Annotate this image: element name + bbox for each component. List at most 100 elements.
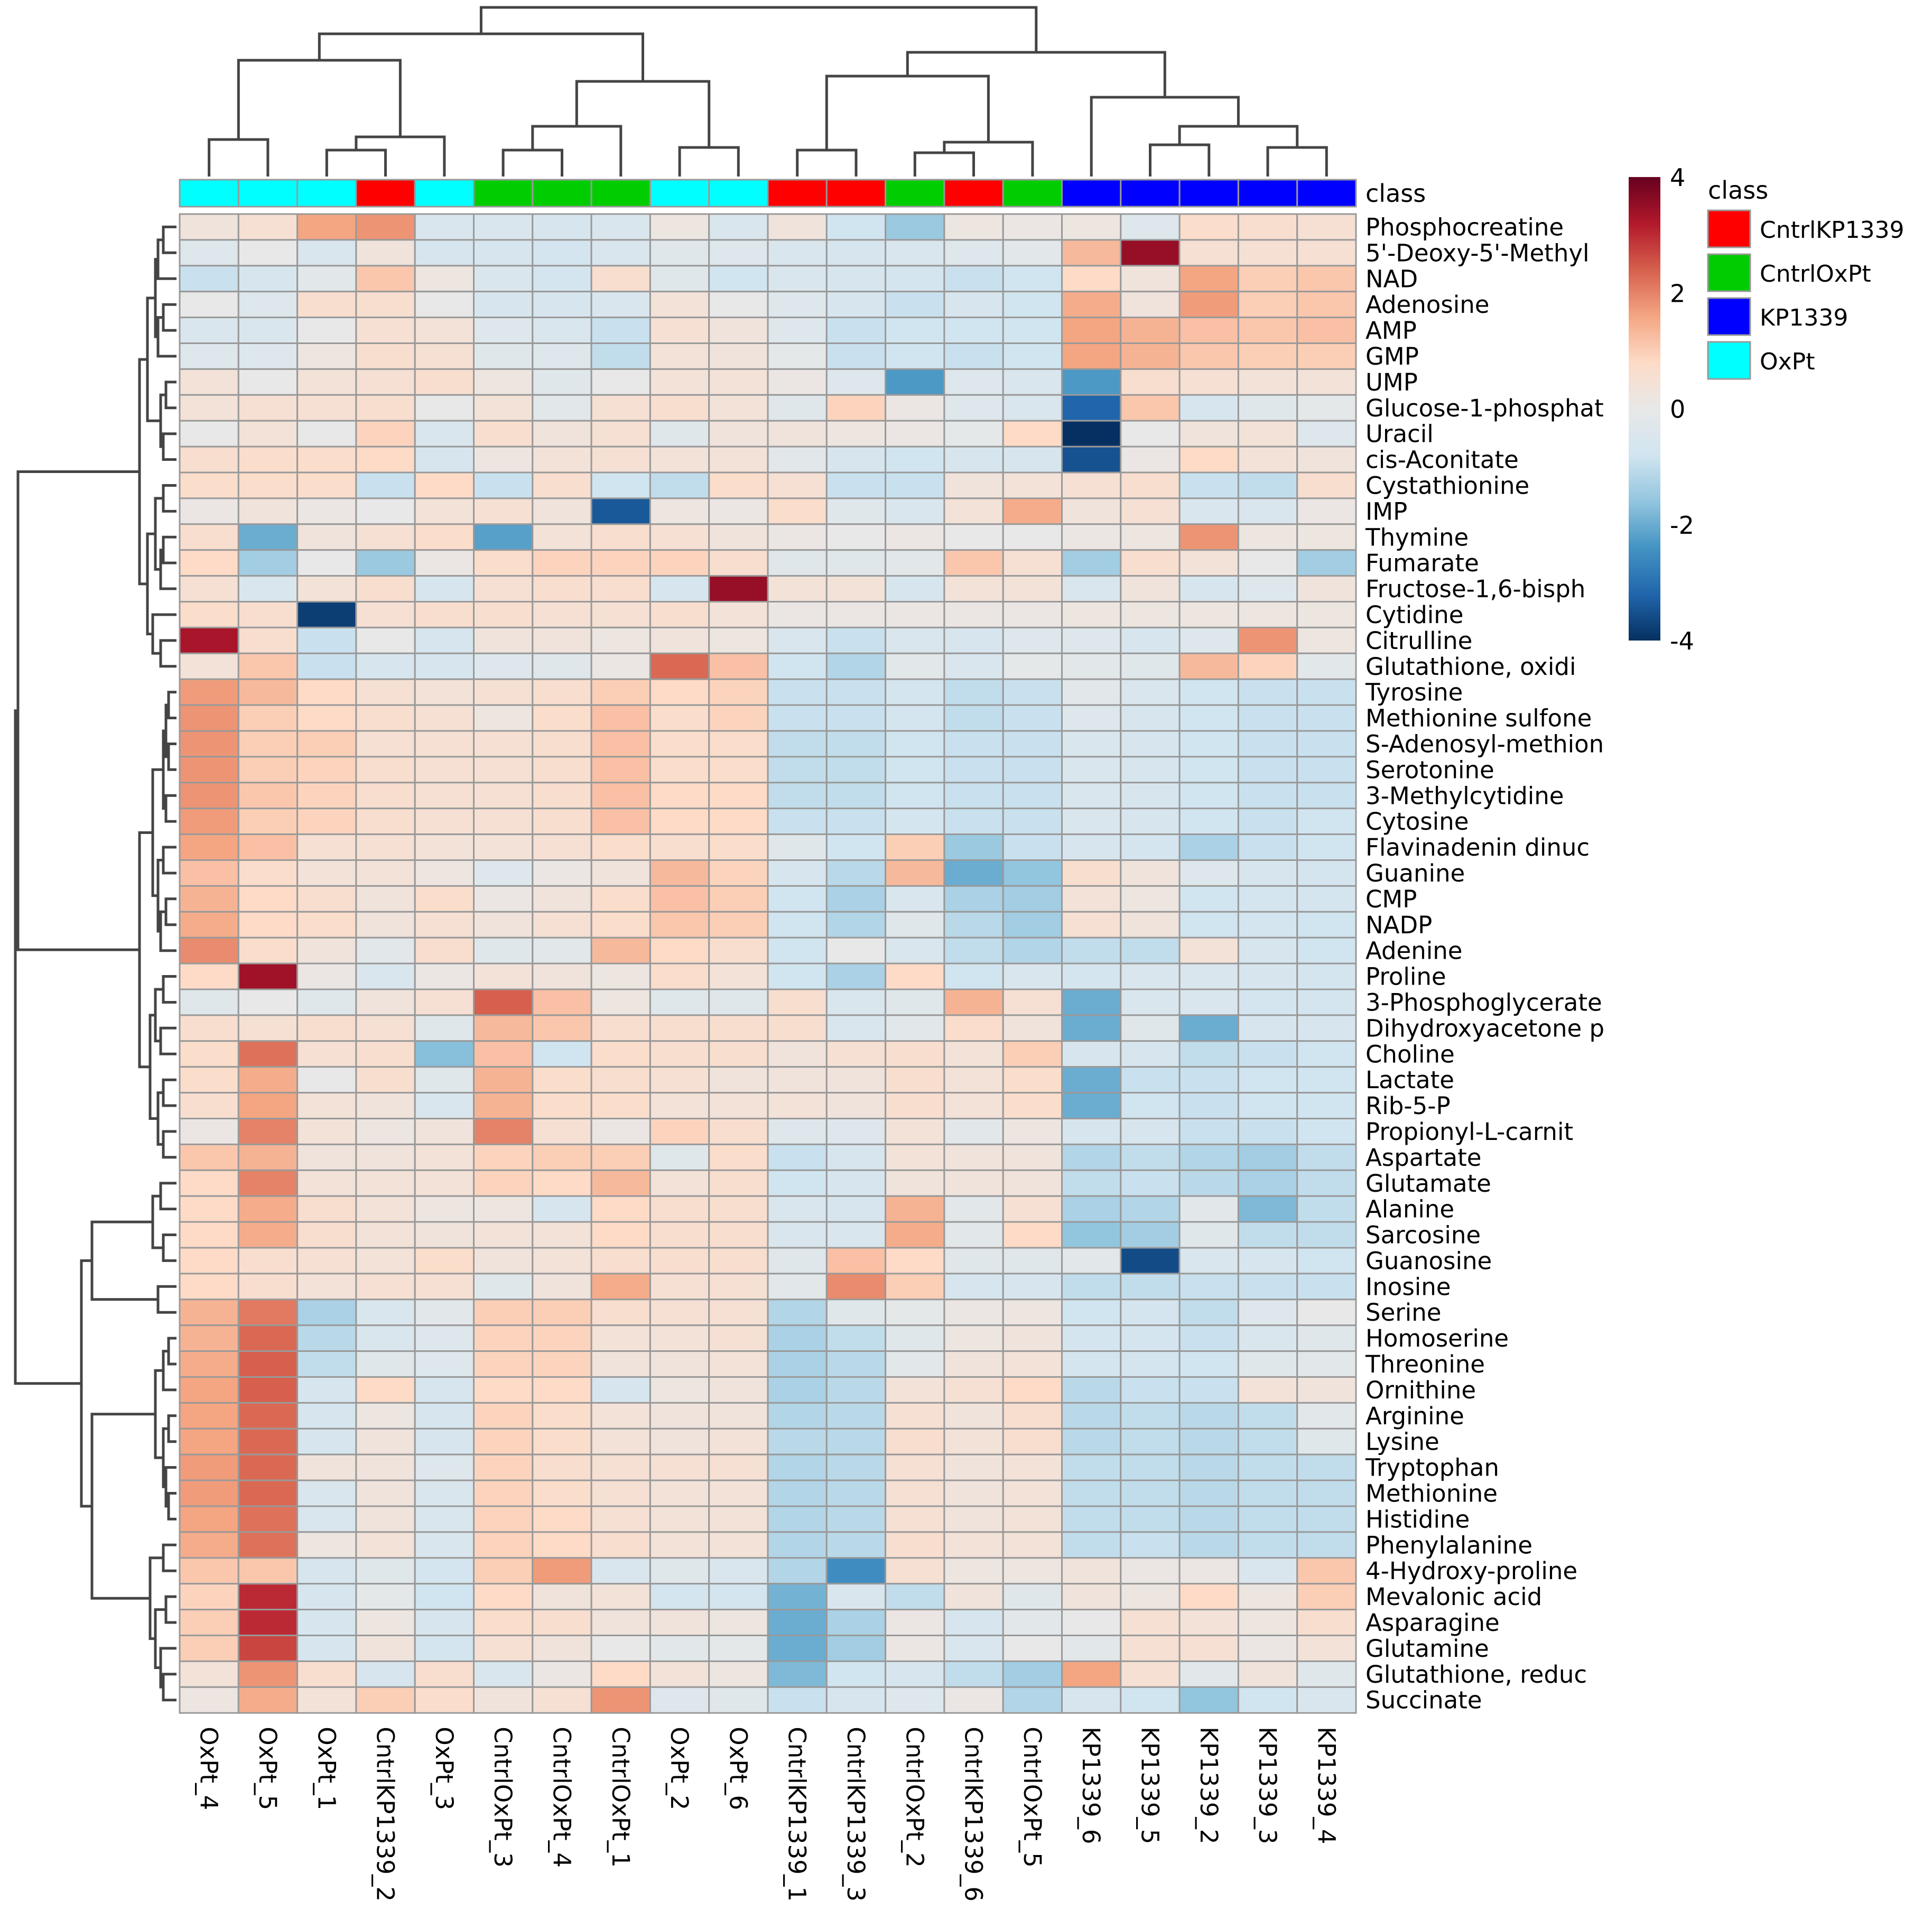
heatmap-cell bbox=[237, 808, 299, 836]
heatmap-cell bbox=[1237, 1427, 1298, 1455]
heatmap-cell bbox=[590, 626, 651, 654]
heatmap-cell bbox=[1120, 730, 1181, 758]
heatmap-cell bbox=[1002, 265, 1063, 293]
heatmap-cell bbox=[943, 1505, 1004, 1533]
heatmap-cell bbox=[237, 730, 299, 758]
heatmap-cell bbox=[943, 497, 1004, 525]
heatmap-cell bbox=[1002, 1350, 1063, 1378]
heatmap-cell bbox=[885, 1453, 945, 1481]
heatmap-cell bbox=[708, 756, 769, 784]
heatmap-cell bbox=[1002, 317, 1063, 344]
heatmap-cell bbox=[708, 782, 769, 810]
heatmap-cell bbox=[1002, 962, 1063, 990]
heatmap-cell bbox=[649, 1505, 710, 1533]
heatmap-cell bbox=[649, 601, 710, 628]
heatmap-cell bbox=[532, 1040, 592, 1068]
heatmap-cell bbox=[1061, 1686, 1122, 1714]
heatmap-cell bbox=[296, 1273, 357, 1301]
heatmap-cell bbox=[1178, 446, 1239, 474]
heatmap-cell bbox=[825, 988, 887, 1016]
heatmap-cell bbox=[708, 1427, 769, 1455]
heatmap-cell bbox=[1178, 368, 1239, 396]
heatmap-cell bbox=[590, 1195, 651, 1223]
heatmap-cell bbox=[296, 1092, 357, 1120]
heatmap-cell bbox=[767, 1143, 828, 1171]
heatmap-cell bbox=[1178, 265, 1239, 293]
row-label: 3-Phosphoglycerate bbox=[1366, 989, 1602, 1017]
heatmap-cell bbox=[825, 549, 887, 577]
heatmap-cell bbox=[355, 652, 416, 680]
heatmap-cell bbox=[1061, 1453, 1122, 1481]
heatmap-cell bbox=[179, 239, 239, 267]
heatmap-cell bbox=[473, 523, 534, 551]
heatmap-cell bbox=[590, 1686, 651, 1714]
heatmap-cell bbox=[473, 911, 534, 939]
heatmap-cell bbox=[355, 730, 416, 758]
heatmap-cell bbox=[414, 1143, 475, 1171]
heatmap-cell bbox=[1061, 601, 1122, 628]
heatmap-cell bbox=[767, 1066, 828, 1094]
heatmap-cell bbox=[414, 1350, 475, 1378]
heatmap-cell bbox=[1002, 1453, 1063, 1481]
heatmap-cell bbox=[649, 523, 710, 551]
heatmap-cell bbox=[179, 523, 239, 551]
heatmap-cell bbox=[1178, 1376, 1239, 1404]
heatmap-cell bbox=[179, 1299, 239, 1327]
dendrogram-branch bbox=[1149, 143, 1211, 177]
heatmap-cell bbox=[296, 833, 357, 861]
heatmap-cell bbox=[1296, 1635, 1357, 1662]
heatmap-cell bbox=[885, 239, 945, 267]
heatmap-cell bbox=[473, 471, 534, 499]
heatmap-cell bbox=[237, 1247, 299, 1275]
heatmap-cell bbox=[825, 1376, 887, 1404]
heatmap-cell bbox=[649, 1557, 710, 1585]
dendrogram-branch bbox=[167, 1492, 177, 1520]
heatmap-cell bbox=[1178, 1092, 1239, 1120]
heatmap-cell bbox=[237, 1479, 299, 1507]
heatmap-cell bbox=[296, 1040, 357, 1068]
heatmap-cell bbox=[296, 497, 357, 525]
heatmap-cell bbox=[355, 420, 416, 448]
heatmap-cell bbox=[590, 1660, 651, 1688]
heatmap-cell bbox=[885, 1583, 945, 1611]
heatmap-cell bbox=[885, 446, 945, 474]
dendrogram-branch bbox=[164, 381, 177, 410]
heatmap-cell bbox=[532, 1350, 592, 1378]
heatmap-cell bbox=[179, 291, 239, 319]
heatmap-cell bbox=[885, 575, 945, 602]
heatmap-cell bbox=[1296, 446, 1357, 474]
heatmap-cell bbox=[1002, 730, 1063, 758]
heatmap-cell bbox=[1061, 859, 1122, 887]
heatmap-cell bbox=[767, 1169, 828, 1197]
heatmap-cell bbox=[237, 575, 299, 602]
row-label: Serine bbox=[1366, 1299, 1441, 1327]
heatmap-cell bbox=[179, 911, 239, 939]
heatmap-cell bbox=[1296, 239, 1357, 267]
heatmap-cell bbox=[1296, 1376, 1357, 1404]
heatmap-cell bbox=[414, 1376, 475, 1404]
heatmap-cell bbox=[296, 1505, 357, 1533]
heatmap-cell bbox=[1237, 1092, 1298, 1120]
heatmap-cell bbox=[1178, 833, 1239, 861]
heatmap-cell bbox=[885, 730, 945, 758]
heatmap-cell bbox=[885, 1479, 945, 1507]
dendrogram-branch bbox=[162, 484, 177, 513]
heatmap-cell bbox=[179, 678, 239, 706]
heatmap-cell bbox=[296, 1583, 357, 1611]
dendrogram-branch bbox=[943, 141, 1034, 177]
heatmap-cell bbox=[1296, 1118, 1357, 1145]
heatmap-cell bbox=[1178, 756, 1239, 784]
heatmap-cell bbox=[296, 1247, 357, 1275]
heatmap-cell bbox=[1002, 1402, 1063, 1430]
heatmap-cell bbox=[1120, 704, 1181, 732]
heatmap-cell bbox=[532, 730, 592, 758]
heatmap-cell bbox=[296, 317, 357, 344]
legend-label: CntrlOxPt bbox=[1760, 261, 1871, 288]
row-label: Glutathione, oxidi bbox=[1366, 653, 1576, 681]
heatmap-cell bbox=[1002, 1557, 1063, 1585]
heatmap-cell bbox=[943, 291, 1004, 319]
heatmap-cell bbox=[1296, 756, 1357, 784]
heatmap-cell bbox=[590, 497, 651, 525]
heatmap-cell bbox=[1120, 1557, 1181, 1585]
heatmap-cell bbox=[414, 704, 475, 732]
